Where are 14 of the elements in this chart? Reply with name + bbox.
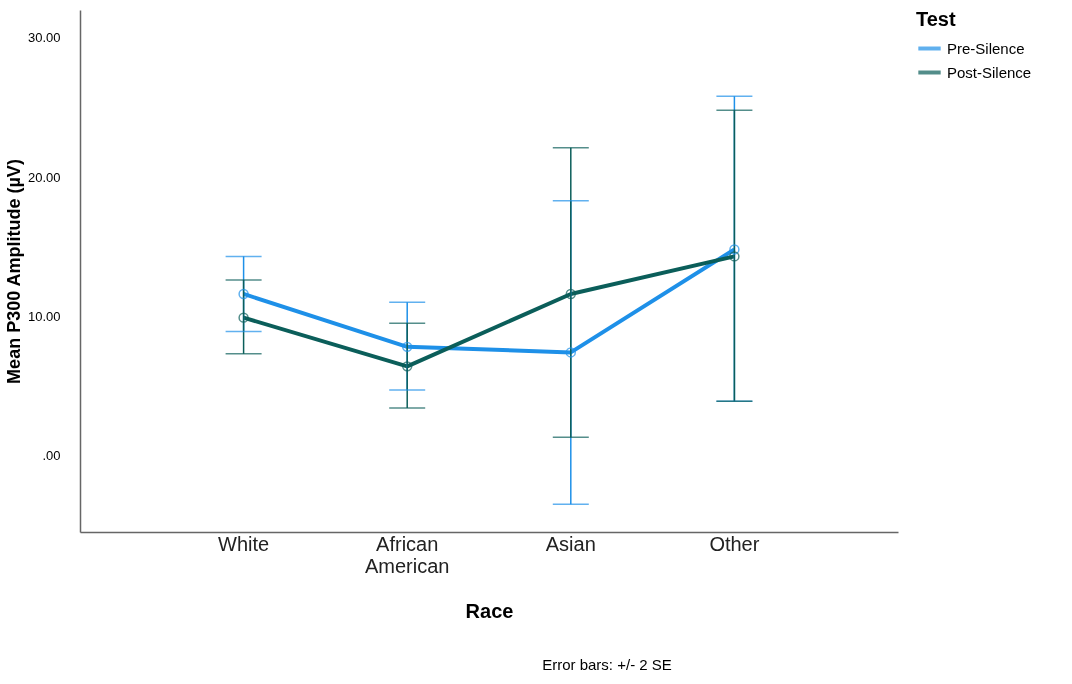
y-tick-label: 30.00	[27, 30, 61, 46]
text: Error bars: +/- 2 SE	[541, 656, 673, 673]
x-axis-title: Race	[465, 599, 514, 622]
x-tick-label: White	[218, 532, 270, 555]
legend-label: Post-Silence	[947, 63, 1032, 81]
y-tick-label: .00	[42, 447, 61, 463]
y-tick-label: 10.00	[27, 308, 61, 324]
x-tick-label: Other	[709, 532, 760, 555]
x-tick-label: Asian	[545, 532, 596, 555]
y-axis-title: Mean P300 Amplitude (µV)	[3, 159, 24, 384]
legend-label: Pre-Silence	[947, 39, 1025, 57]
y-tick-label: 20.00	[27, 169, 61, 185]
legend-title: Test	[916, 8, 956, 30]
x-tick-label: African American	[364, 532, 450, 577]
